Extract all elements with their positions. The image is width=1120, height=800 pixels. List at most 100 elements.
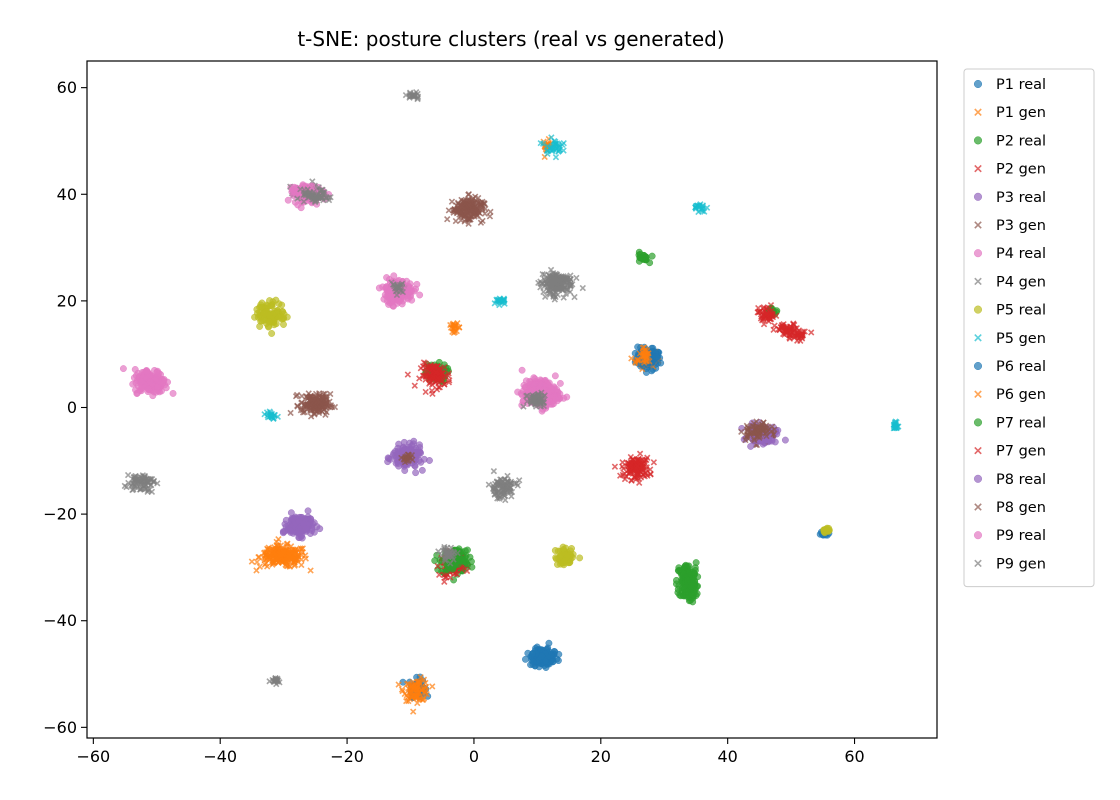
x-tick-label: 20 xyxy=(591,747,611,766)
scatter-point xyxy=(542,293,549,300)
scatter-point xyxy=(548,148,556,155)
scatter-point xyxy=(280,310,288,318)
scatter-point xyxy=(551,372,559,380)
scatter-point xyxy=(562,290,570,297)
cluster xyxy=(395,674,436,715)
scatter-point xyxy=(552,153,560,161)
scatter-point xyxy=(648,367,656,375)
scatter-point xyxy=(399,444,407,452)
scatter-point xyxy=(264,302,272,310)
scatter-point xyxy=(403,697,410,705)
scatter-point xyxy=(542,657,549,665)
scatter-point xyxy=(639,344,646,352)
scatter-point xyxy=(892,421,899,428)
scatter-point xyxy=(275,313,283,321)
scatter-point xyxy=(299,406,307,414)
legend-marker xyxy=(974,221,982,229)
legend-item: P4 gen xyxy=(974,274,1046,290)
scatter-point xyxy=(248,558,256,565)
scatter-point xyxy=(304,507,312,515)
scatter-point xyxy=(398,280,406,287)
scatter-point xyxy=(411,91,418,98)
legend-marker xyxy=(973,474,983,483)
scatter-point xyxy=(258,317,266,325)
scatter-point xyxy=(395,297,403,305)
cluster xyxy=(537,134,567,161)
scatter-point xyxy=(298,392,306,400)
cluster xyxy=(634,344,653,366)
scatter-point xyxy=(410,708,417,715)
scatter-point xyxy=(286,551,293,559)
scatter-point xyxy=(253,567,260,574)
scatter-point xyxy=(458,203,466,211)
y-tick-label: 40 xyxy=(57,185,77,204)
scatter-point xyxy=(491,491,498,498)
series-p2-gen xyxy=(404,301,806,585)
scatter-point xyxy=(690,569,698,577)
scatter-point xyxy=(760,419,767,426)
scatter-point xyxy=(144,488,151,496)
cluster xyxy=(491,295,508,309)
scatter-point xyxy=(409,440,417,448)
cluster xyxy=(820,524,833,537)
scatter-point xyxy=(692,204,700,212)
legend-item: P6 real xyxy=(973,359,1046,375)
scatter-point xyxy=(555,285,563,293)
cluster xyxy=(890,418,902,432)
legend-item: P6 gen xyxy=(974,387,1046,403)
scatter-point xyxy=(689,598,697,606)
legend-label: P8 real xyxy=(996,472,1046,488)
legend-item: P9 gen xyxy=(974,556,1046,572)
scatter-point xyxy=(286,527,294,535)
legend-label: P6 real xyxy=(996,359,1046,375)
scatter-point xyxy=(788,325,795,333)
scatter-point xyxy=(404,371,412,378)
scatter-point xyxy=(408,694,416,701)
cluster xyxy=(389,280,406,299)
cluster xyxy=(279,513,311,540)
scatter-point xyxy=(571,293,578,301)
scatter-point xyxy=(447,544,455,551)
scatter-point xyxy=(283,557,290,564)
scatter-point xyxy=(268,330,276,337)
scatter-point xyxy=(162,384,170,392)
scatter-point xyxy=(451,323,459,330)
y-tick-label: −60 xyxy=(43,718,77,737)
scatter-point xyxy=(284,196,292,204)
scatter-point xyxy=(287,409,294,417)
scatter-point xyxy=(799,332,806,339)
scatter-point xyxy=(422,388,429,396)
scatter-point xyxy=(545,639,553,647)
scatter-point xyxy=(383,274,391,281)
plot-frame xyxy=(86,60,938,739)
series-p3-gen xyxy=(287,194,777,449)
scatter-point xyxy=(153,368,161,376)
scatter-point xyxy=(447,560,454,567)
legend-label: P4 real xyxy=(996,246,1046,262)
scatter-point xyxy=(520,403,527,410)
scatter-point xyxy=(444,216,451,223)
scatter-point xyxy=(540,288,547,296)
scatter-point xyxy=(471,193,479,200)
legend-label: P5 gen xyxy=(996,331,1046,347)
scatter-point xyxy=(302,192,309,199)
scatter-point xyxy=(538,280,545,287)
scatter-point xyxy=(535,392,542,399)
scatter-point xyxy=(699,203,706,210)
scatter-point xyxy=(576,554,584,562)
scatter-point xyxy=(738,428,745,435)
scatter-point xyxy=(502,496,509,504)
scatter-point xyxy=(303,401,311,408)
scatter-point xyxy=(539,398,546,405)
scatter-point xyxy=(312,195,320,202)
scatter-point xyxy=(537,139,544,147)
scatter-point xyxy=(119,365,127,373)
scatter-point xyxy=(416,291,424,299)
scatter-point xyxy=(756,432,764,440)
series-p8-gen xyxy=(298,190,778,466)
scatter-point xyxy=(627,461,634,469)
scatter-point xyxy=(611,463,619,470)
scatter-point xyxy=(261,309,269,317)
legend-marker xyxy=(974,334,982,342)
cluster xyxy=(635,248,656,267)
